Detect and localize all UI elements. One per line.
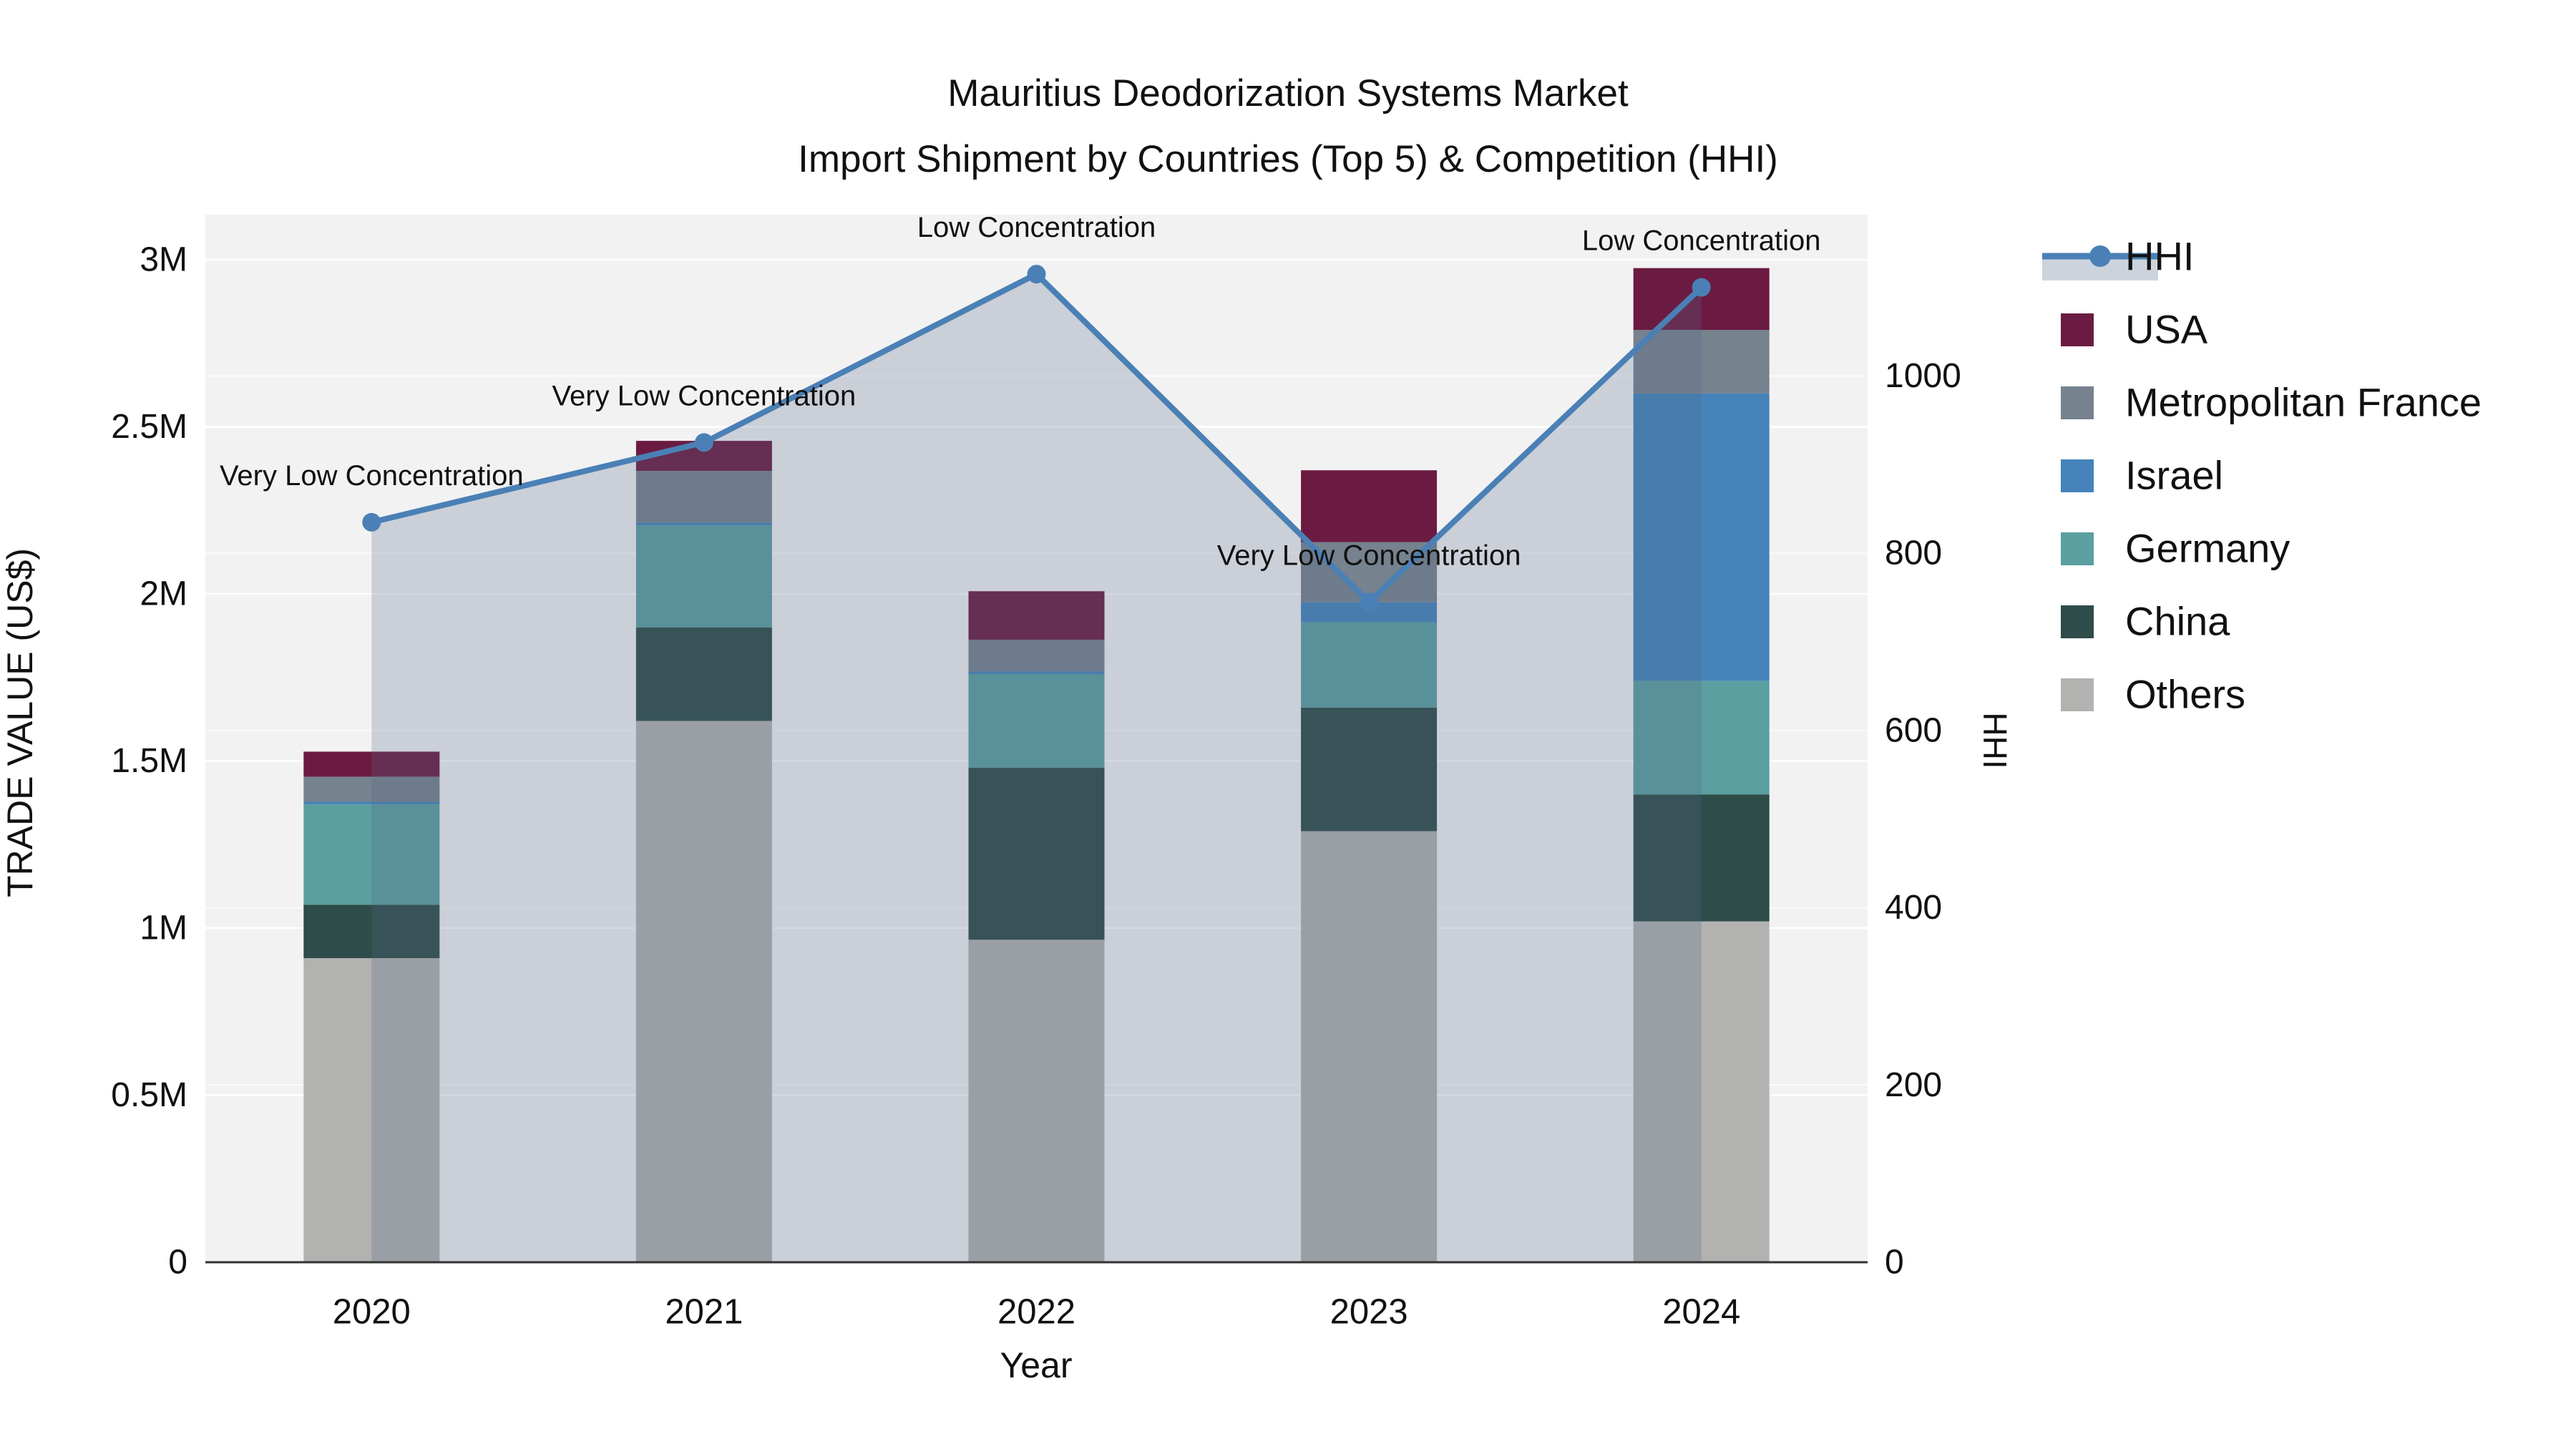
bar-segment-2023-metropolitan-france[interactable]	[1301, 542, 1438, 602]
hhi-marker-2021[interactable]	[694, 433, 713, 452]
bar-2022	[968, 591, 1105, 1262]
legend-swatch-metropolitan-france	[2061, 386, 2094, 419]
y-tick-right: 1000	[1885, 357, 1961, 395]
legend-label: Others	[2125, 672, 2245, 717]
x-tick-2021: 2021	[665, 1292, 743, 1331]
legend-label: China	[2125, 599, 2230, 644]
bar-segment-2021-germany[interactable]	[635, 525, 772, 628]
bar-segment-2020-metropolitan-france[interactable]	[303, 776, 440, 802]
y-tick-left: 1.5M	[111, 742, 187, 780]
bar-segment-2024-china[interactable]	[1633, 794, 1770, 922]
x-tick-2023: 2023	[1330, 1292, 1408, 1331]
legend-item-usa[interactable]: USA	[2061, 307, 2208, 352]
bar-segment-2023-usa[interactable]	[1301, 470, 1438, 542]
bar-segment-2020-germany[interactable]	[303, 804, 440, 905]
bar-2021	[635, 441, 772, 1262]
stacked-bars-layer	[303, 268, 1770, 1262]
bar-segment-2023-others[interactable]	[1301, 831, 1438, 1262]
y-tick-right: 800	[1885, 535, 1942, 572]
bar-segment-2024-israel[interactable]	[1633, 393, 1770, 681]
legend-item-china[interactable]: China	[2061, 599, 2230, 644]
chart-title-line2: Import Shipment by Countries (Top 5) & C…	[798, 138, 1778, 180]
legend-swatch-germany	[2061, 532, 2094, 565]
bar-segment-2022-metropolitan-france[interactable]	[968, 639, 1105, 672]
y-tick-left: 1M	[140, 909, 187, 947]
legend-label: HHI	[2125, 234, 2194, 279]
tick-labels-layer: 0 0.5M 1M 1.5M 2M 2.5M 3M 0 200 400 600 800 1000 2020…	[111, 241, 1961, 1332]
legend-item-metropolitan-france[interactable]: Metropolitan France	[2061, 380, 2482, 425]
x-tick-2020: 2020	[333, 1292, 411, 1331]
bar-segment-2022-china[interactable]	[968, 767, 1105, 940]
y-tick-left: 3M	[140, 241, 187, 279]
legend-label: Germany	[2125, 526, 2290, 571]
hhi-area-fill-layer	[371, 274, 1702, 1262]
bar-segment-2021-metropolitan-france[interactable]	[635, 471, 772, 523]
y-tick-left: 0	[168, 1244, 187, 1282]
bar-segment-2020-china[interactable]	[303, 904, 440, 959]
bar-segment-2020-usa[interactable]	[303, 751, 440, 777]
y-tick-left: 2M	[140, 575, 187, 613]
hhi-marker-2023[interactable]	[1360, 592, 1379, 612]
bar-2024	[1633, 268, 1770, 1262]
hhi-area-fill	[371, 274, 1702, 1262]
legend-item-others[interactable]: Others	[2061, 672, 2245, 717]
bar-segment-2023-china[interactable]	[1301, 707, 1438, 831]
x-tick-2022: 2022	[997, 1292, 1075, 1331]
legend-swatch-israel	[2061, 459, 2094, 492]
x-tick-2024: 2024	[1662, 1292, 1740, 1331]
y-tick-left: 2.5M	[111, 408, 187, 446]
bar-segment-2022-usa[interactable]	[968, 591, 1105, 640]
bar-segment-2021-others[interactable]	[635, 721, 772, 1262]
legend-item-hhi[interactable]: HHI	[2042, 234, 2194, 281]
annotations-layer: Very Low Concentration Very Low Concentra…	[220, 212, 1821, 571]
annotation-2022: Low Concentration	[917, 212, 1156, 243]
bar-segment-2023-germany[interactable]	[1301, 622, 1438, 708]
annotation-2024: Low Concentration	[1582, 225, 1821, 257]
bar-segment-2020-israel[interactable]	[303, 801, 440, 805]
legend: HHI USA Metropolitan France Israel Germany Ch…	[2042, 234, 2482, 717]
bar-segment-2024-metropolitan-france[interactable]	[1633, 330, 1770, 394]
bar-2023	[1301, 470, 1438, 1262]
legend-item-israel[interactable]: Israel	[2061, 453, 2223, 498]
annotation-2020: Very Low Concentration	[220, 460, 524, 492]
legend-item-germany[interactable]: Germany	[2061, 526, 2290, 571]
hhi-marker-2024[interactable]	[1692, 278, 1711, 297]
hhi-marker-2020[interactable]	[362, 512, 381, 532]
bar-segment-2020-others[interactable]	[303, 958, 440, 1262]
annotation-2023: Very Low Concentration	[1217, 540, 1521, 571]
hhi-marker-2022[interactable]	[1027, 265, 1046, 284]
bar-segment-2021-china[interactable]	[635, 627, 772, 721]
bar-segment-2024-germany[interactable]	[1633, 680, 1770, 795]
bar-segment-2022-israel[interactable]	[968, 671, 1105, 675]
hhi-line-layer	[362, 265, 1711, 612]
legend-hhi-marker	[2089, 245, 2111, 267]
y-tick-right: 0	[1885, 1244, 1904, 1282]
legend-label: USA	[2125, 307, 2208, 352]
annotation-2021: Very Low Concentration	[552, 380, 857, 411]
y-axis-title-left: TRADE VALUE (US$)	[0, 548, 40, 897]
bar-2020	[303, 751, 440, 1262]
legend-label: Israel	[2125, 453, 2223, 498]
y-tick-right: 600	[1885, 711, 1942, 749]
legend-swatch-china	[2061, 605, 2094, 638]
x-axis-title: Year	[1000, 1345, 1072, 1385]
chart-title-line1: Mauritius Deodorization Systems Market	[947, 72, 1629, 114]
bar-segment-2022-germany[interactable]	[968, 674, 1105, 768]
y-tick-right: 200	[1885, 1066, 1942, 1104]
legend-swatch-usa	[2061, 313, 2094, 346]
bar-segment-2021-israel[interactable]	[635, 522, 772, 526]
legend-label: Metropolitan France	[2125, 380, 2482, 425]
bar-segment-2024-others[interactable]	[1633, 921, 1770, 1262]
y-tick-right: 400	[1885, 889, 1942, 927]
legend-swatch-others	[2061, 678, 2094, 711]
bar-segment-2022-others[interactable]	[968, 940, 1105, 1262]
y-tick-left: 0.5M	[111, 1076, 187, 1114]
y-axis-title-right: HHI	[1976, 712, 2014, 769]
